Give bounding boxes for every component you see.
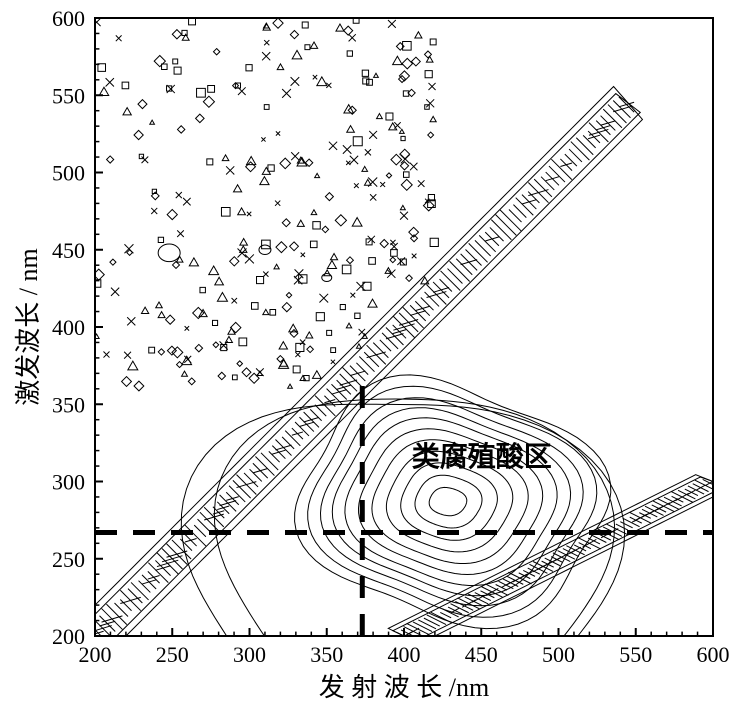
x-tick-label: 450 bbox=[465, 642, 498, 667]
x-tick-label: 550 bbox=[619, 642, 652, 667]
y-tick-label: 550 bbox=[52, 83, 85, 108]
y-tick-label: 500 bbox=[52, 161, 85, 186]
x-tick-label: 250 bbox=[156, 642, 189, 667]
x-tick-label: 350 bbox=[310, 642, 343, 667]
y-tick-label: 450 bbox=[52, 238, 85, 263]
y-tick-label: 400 bbox=[52, 315, 85, 340]
x-axis-label: 发 射 波 长 /nm bbox=[319, 673, 489, 702]
region-label: 类腐殖酸区 bbox=[412, 441, 552, 473]
chart-container: 类腐殖酸区 200 250 300 350 400 450 500 550 600 发 射 波 长 … bbox=[0, 0, 732, 713]
x-tick-label: 500 bbox=[542, 642, 575, 667]
x-tick-label: 400 bbox=[388, 642, 421, 667]
y-axis-label: 激发波长 / nm bbox=[14, 248, 43, 405]
x-tick-label: 600 bbox=[697, 642, 730, 667]
x-tick-label: 300 bbox=[233, 642, 266, 667]
y-tick-label: 600 bbox=[52, 6, 85, 31]
y-tick-label: 350 bbox=[52, 392, 85, 417]
y-tick-label: 200 bbox=[52, 624, 85, 649]
y-tick-label: 250 bbox=[52, 547, 85, 572]
eem-contour-plot: 类腐殖酸区 200 250 300 350 400 450 500 550 600 发 射 波 长 … bbox=[0, 0, 732, 713]
y-tick-label: 300 bbox=[52, 470, 85, 495]
